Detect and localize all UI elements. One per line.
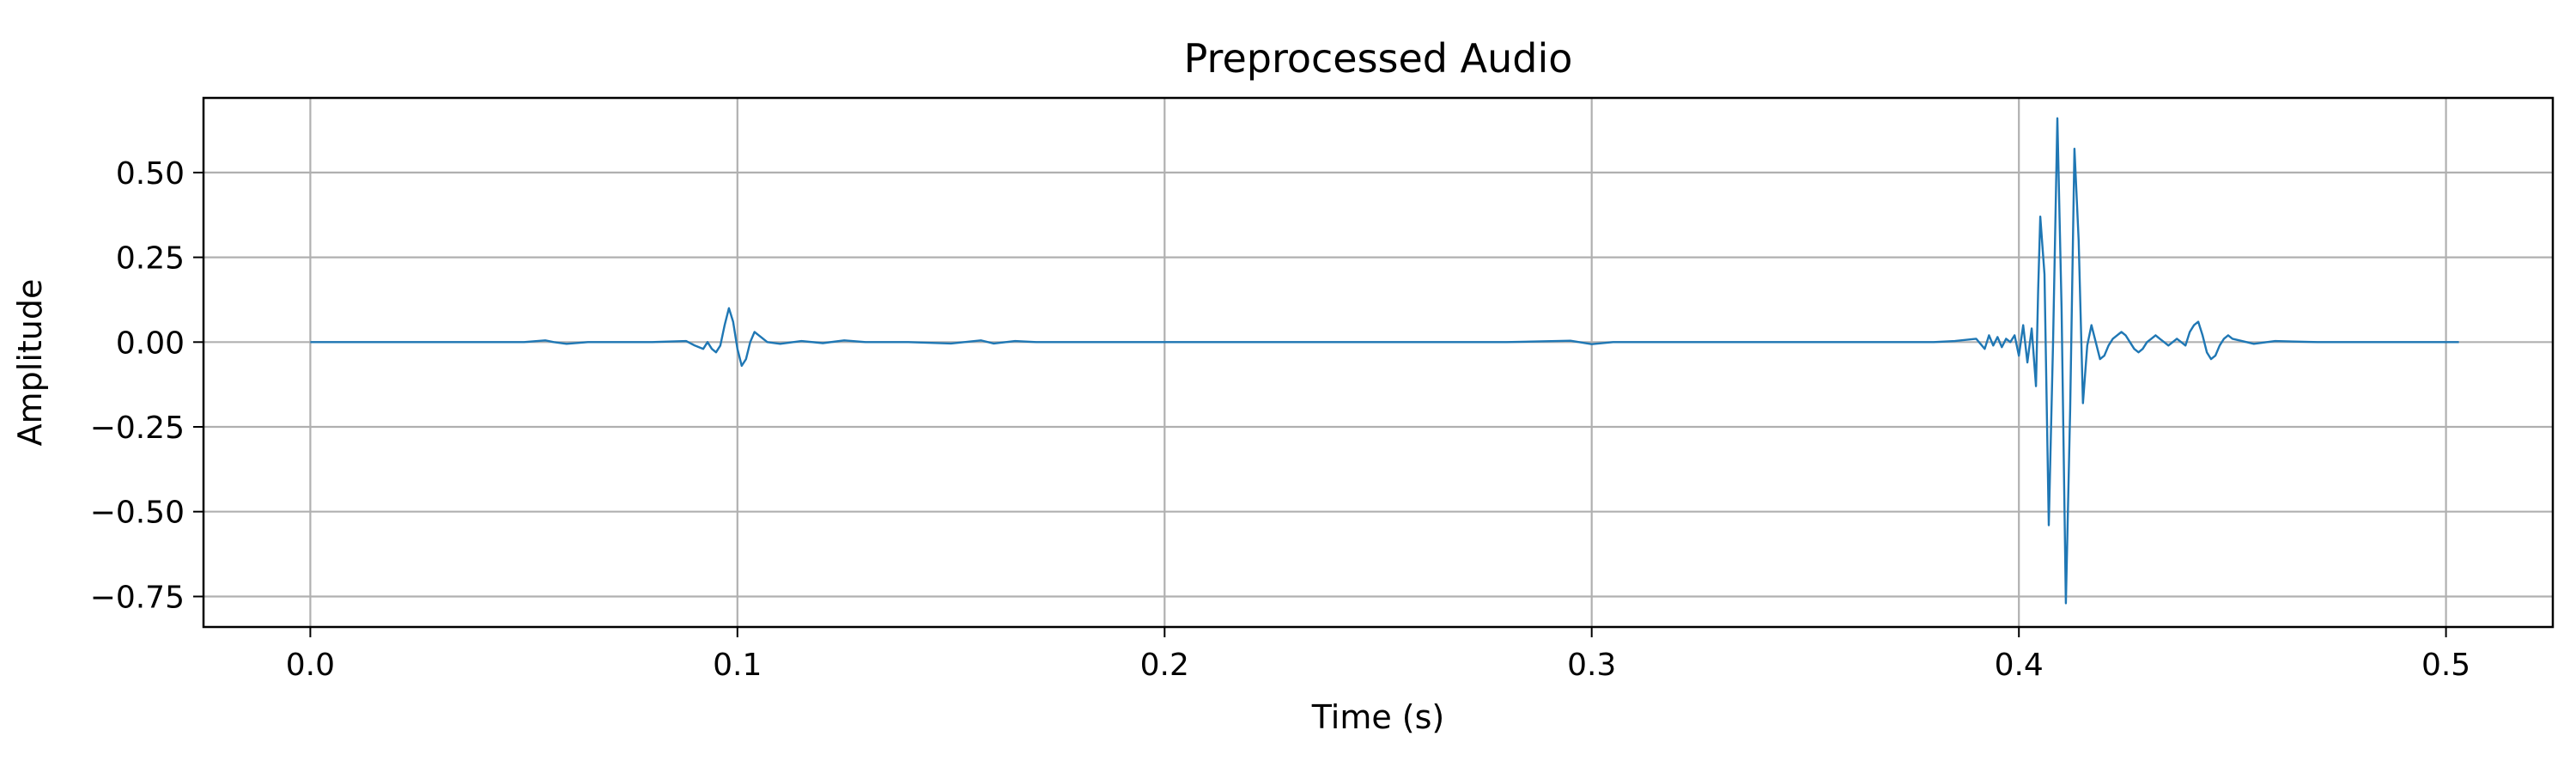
y-tick-label: 0.25	[116, 241, 185, 277]
y-tick-label: −0.50	[90, 496, 185, 531]
grid	[204, 98, 2553, 627]
x-tick-label: 0.4	[1995, 648, 2044, 683]
plot-frame	[202, 96, 2555, 629]
y-tick-label: 0.50	[116, 156, 185, 192]
x-tick-label: 0.3	[1567, 648, 1616, 683]
x-axis-label: Time (s)	[1311, 698, 1445, 736]
x-tick-label: 0.0	[286, 648, 335, 683]
y-tick-label: −0.25	[90, 411, 185, 446]
x-tick-label: 0.1	[713, 648, 762, 683]
x-tick-label: 0.2	[1140, 648, 1189, 683]
x-tick-label: 0.5	[2421, 648, 2470, 683]
series-group	[310, 117, 2459, 605]
y-tick-label: 0.00	[116, 326, 185, 361]
x-ticks: 0.0 0.1 0.2 0.3 0.4 0.5	[286, 627, 2470, 683]
waveform-line	[310, 117, 2459, 605]
y-axis-label: Amplitude	[11, 279, 49, 447]
y-tick-label: −0.75	[90, 581, 185, 616]
y-ticks: 0.50 0.25 0.00 −0.25 −0.50 −0.75	[90, 156, 204, 616]
chart-title: Preprocessed Audio	[1184, 35, 1573, 82]
